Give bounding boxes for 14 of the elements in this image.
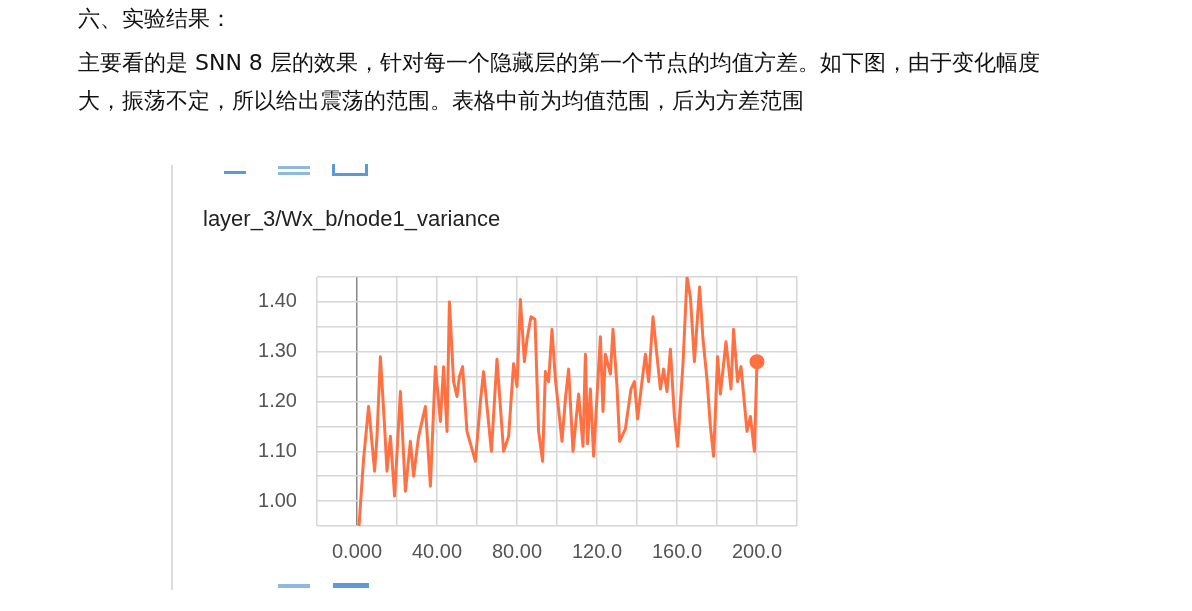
y-tick-label: 1.00 [258,488,297,511]
x-tick-label: 120.0 [571,539,623,562]
chart-title: layer_3/Wx_b/node1_variance [203,206,501,232]
y-tick-label: 1.40 [258,289,297,312]
y-tick-label: 1.30 [258,339,297,362]
text: 主要看的是 SNN 8 层的效果，针对每一个隐藏层的第一个节点的均值方差。如下图，由于变化幅度大，振荡不定，所以给出震荡的范围。表格中前为均值范围，后为方差范围 [78,49,1041,115]
x-tick-label: 40.00 [411,539,463,562]
y-tick-label: 1.20 [258,389,297,412]
y-tick-label: 1.10 [258,438,297,461]
x-tick-label: 0.000 [331,539,383,562]
text: 六、实验结果： [78,5,232,33]
x-tick-label: 80.00 [491,539,543,562]
x-tick-label: 160.0 [651,539,703,562]
x-tick-label: 200.0 [731,539,783,562]
